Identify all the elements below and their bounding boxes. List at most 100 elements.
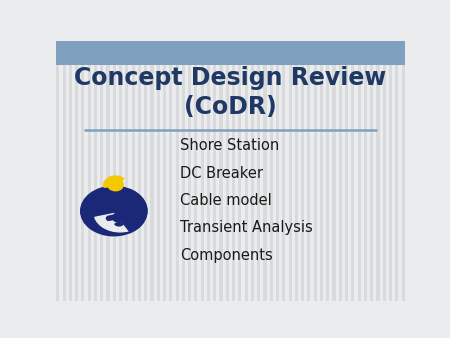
Bar xyxy=(157,41,160,301)
Bar xyxy=(358,41,361,301)
Text: Components: Components xyxy=(180,248,273,263)
Bar xyxy=(257,41,260,301)
Bar xyxy=(292,41,295,301)
Bar xyxy=(128,41,131,301)
Text: Shore Station: Shore Station xyxy=(180,139,279,153)
Bar xyxy=(179,41,182,301)
Bar xyxy=(97,41,100,301)
Bar xyxy=(348,41,351,301)
Wedge shape xyxy=(108,185,123,191)
Bar xyxy=(273,41,276,301)
Bar xyxy=(336,41,339,301)
Text: Transient Analysis: Transient Analysis xyxy=(180,220,313,236)
Bar xyxy=(144,41,147,301)
Bar xyxy=(94,41,97,301)
Bar xyxy=(223,41,226,301)
Bar xyxy=(122,41,125,301)
Bar xyxy=(367,41,370,301)
Bar xyxy=(376,41,379,301)
Bar xyxy=(401,41,405,301)
Bar xyxy=(226,41,229,301)
Bar xyxy=(59,41,63,301)
Bar xyxy=(107,41,110,301)
Bar xyxy=(163,41,166,301)
Bar xyxy=(392,41,395,301)
Bar xyxy=(263,41,266,301)
Bar xyxy=(135,41,138,301)
Bar xyxy=(125,41,128,301)
Bar xyxy=(56,41,59,301)
Bar xyxy=(288,41,292,301)
Bar xyxy=(119,41,122,301)
Bar xyxy=(194,41,198,301)
Bar xyxy=(333,41,336,301)
Bar xyxy=(282,41,285,301)
Bar xyxy=(81,41,85,301)
Text: Concept Design Review: Concept Design Review xyxy=(75,66,387,90)
Wedge shape xyxy=(95,212,145,232)
Bar xyxy=(276,41,279,301)
Bar xyxy=(301,41,304,301)
Wedge shape xyxy=(115,222,123,226)
Bar xyxy=(270,41,273,301)
Bar xyxy=(104,41,107,301)
Bar xyxy=(210,41,213,301)
Bar xyxy=(75,41,78,301)
Bar xyxy=(386,41,389,301)
Circle shape xyxy=(81,186,147,236)
Bar xyxy=(329,41,333,301)
Bar xyxy=(395,41,398,301)
Bar xyxy=(185,41,188,301)
Bar xyxy=(320,41,323,301)
Bar xyxy=(69,41,72,301)
Bar xyxy=(304,41,307,301)
Bar xyxy=(314,41,317,301)
Bar xyxy=(382,41,386,301)
Bar xyxy=(141,41,144,301)
Bar xyxy=(379,41,382,301)
Bar xyxy=(370,41,373,301)
Bar xyxy=(323,41,326,301)
Bar xyxy=(345,41,348,301)
Bar xyxy=(373,41,376,301)
Text: Cable model: Cable model xyxy=(180,193,272,208)
Bar xyxy=(100,41,104,301)
Bar xyxy=(285,41,288,301)
Bar xyxy=(88,41,91,301)
FancyArrowPatch shape xyxy=(122,217,127,218)
Bar xyxy=(251,41,254,301)
Bar xyxy=(310,41,314,301)
Bar xyxy=(389,41,392,301)
Bar xyxy=(91,41,94,301)
Bar xyxy=(153,41,157,301)
Bar xyxy=(238,41,242,301)
Bar xyxy=(63,41,66,301)
Bar xyxy=(78,41,81,301)
Wedge shape xyxy=(114,190,147,233)
Bar xyxy=(207,41,210,301)
Bar xyxy=(355,41,358,301)
Bar xyxy=(405,41,408,301)
Text: (CoDR): (CoDR) xyxy=(184,95,277,119)
Bar xyxy=(295,41,298,301)
Bar xyxy=(298,41,301,301)
Bar xyxy=(254,41,257,301)
Bar xyxy=(198,41,201,301)
Bar xyxy=(201,41,204,301)
Bar xyxy=(172,41,176,301)
Bar xyxy=(160,41,163,301)
Bar xyxy=(116,41,119,301)
Bar xyxy=(408,41,411,301)
Bar xyxy=(339,41,342,301)
Bar xyxy=(248,41,251,301)
Bar xyxy=(85,41,88,301)
Bar xyxy=(361,41,364,301)
Bar xyxy=(242,41,245,301)
Bar xyxy=(232,41,235,301)
Bar xyxy=(188,41,191,301)
Bar xyxy=(191,41,194,301)
Bar xyxy=(260,41,263,301)
Bar xyxy=(204,41,207,301)
Bar xyxy=(131,41,135,301)
Bar xyxy=(216,41,220,301)
